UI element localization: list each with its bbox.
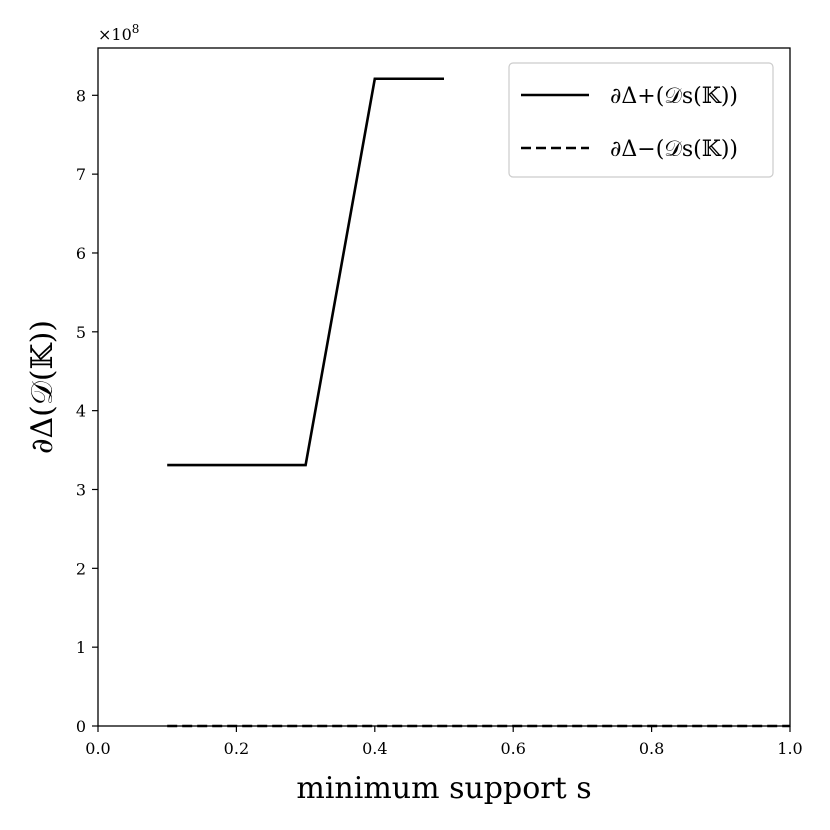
y-tick-label: 3 — [76, 480, 86, 499]
y-tick-label: 7 — [76, 165, 86, 184]
x-tick-label: 0.4 — [362, 739, 387, 758]
y-tick-label: 5 — [76, 323, 86, 342]
y-multiplier: ×108 — [98, 22, 139, 44]
y-tick-label: 1 — [76, 638, 86, 657]
legend-entry-minus: ∂Δ−(𝒟s(𝕂)) — [610, 137, 738, 162]
y-axis-ticks: 0 1 2 3 4 5 6 7 8 — [76, 86, 98, 736]
x-tick-label: 0.6 — [500, 739, 525, 758]
y-tick-label: 8 — [76, 86, 86, 105]
x-axis-label: minimum support s — [296, 771, 591, 806]
legend: ∂Δ+(𝒟s(𝕂)) ∂Δ−(𝒟s(𝕂)) — [508, 62, 774, 178]
x-tick-label: 0.8 — [639, 739, 664, 758]
y-tick-label: 4 — [76, 402, 86, 421]
series-layer — [167, 77, 790, 728]
x-tick-label: 0.0 — [85, 739, 110, 758]
legend-entry-plus: ∂Δ+(𝒟s(𝕂)) — [610, 84, 738, 109]
x-tick-label: 1.0 — [777, 739, 802, 758]
y-axis-label: ∂Δ(𝒟(𝕂)) — [25, 320, 60, 454]
x-tick-label: 0.2 — [224, 739, 249, 758]
series-line-plus — [167, 77, 444, 467]
y-tick-label: 6 — [76, 244, 86, 263]
y-tick-label: 0 — [76, 717, 86, 736]
y-tick-label: 2 — [76, 559, 86, 578]
x-axis-ticks: 0.0 0.2 0.4 0.6 0.8 1.0 — [85, 726, 803, 758]
